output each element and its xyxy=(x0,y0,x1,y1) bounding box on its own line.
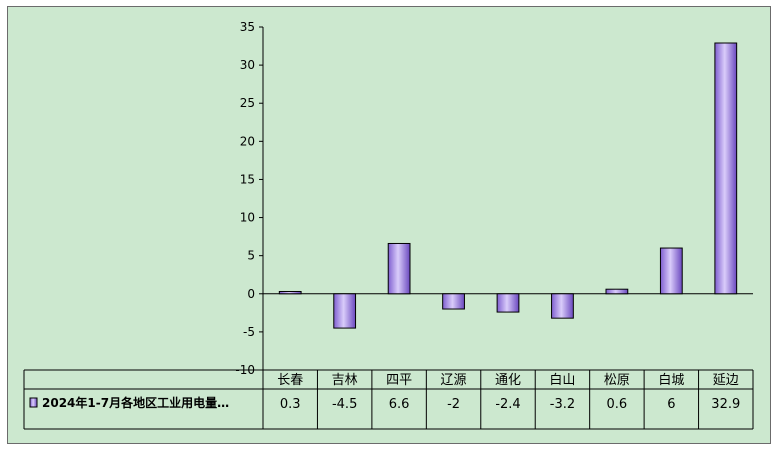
y-tick-label: 0 xyxy=(247,287,255,301)
category-label: 白山 xyxy=(549,372,575,388)
data-value-label: 6 xyxy=(667,397,675,412)
y-tick-label: 20 xyxy=(240,134,255,148)
y-tick-label: 35 xyxy=(240,20,255,34)
y-tick-label: -5 xyxy=(243,325,255,339)
data-value-label: 32.9 xyxy=(711,397,740,412)
bar xyxy=(659,247,683,295)
data-value-label: -2.4 xyxy=(495,397,520,412)
bar xyxy=(333,293,357,329)
bar xyxy=(551,293,574,319)
bar xyxy=(278,290,302,295)
category-label: 松原 xyxy=(604,373,630,388)
category-label: 白城 xyxy=(658,372,684,388)
category-label: 长春 xyxy=(277,373,303,388)
data-value-label: 6.6 xyxy=(389,397,410,412)
y-tick-label: 30 xyxy=(240,58,255,72)
bar xyxy=(442,293,465,310)
category-label: 辽源 xyxy=(441,373,467,388)
legend-key xyxy=(29,397,38,408)
category-label: 吉林 xyxy=(332,373,358,388)
bar xyxy=(605,288,629,295)
bar xyxy=(714,42,738,295)
data-value-label: 0.3 xyxy=(280,397,301,412)
category-label: 延边 xyxy=(713,373,739,388)
category-label: 四平 xyxy=(386,373,412,388)
data-value-label: -4.5 xyxy=(332,397,357,412)
y-tick-label: 15 xyxy=(240,172,255,186)
data-value-label: 0.6 xyxy=(607,397,628,412)
data-value-label: -2 xyxy=(447,397,460,412)
y-tick-label: 25 xyxy=(240,96,255,110)
y-tick-label: 10 xyxy=(240,211,255,225)
legend-label: 2024年1-7月各地区工业用电量… xyxy=(42,395,229,410)
y-tick-label: 5 xyxy=(247,249,255,263)
category-label: 通化 xyxy=(495,373,521,388)
data-value-label: -3.2 xyxy=(550,397,575,412)
bar xyxy=(387,242,411,295)
bar xyxy=(496,293,520,313)
